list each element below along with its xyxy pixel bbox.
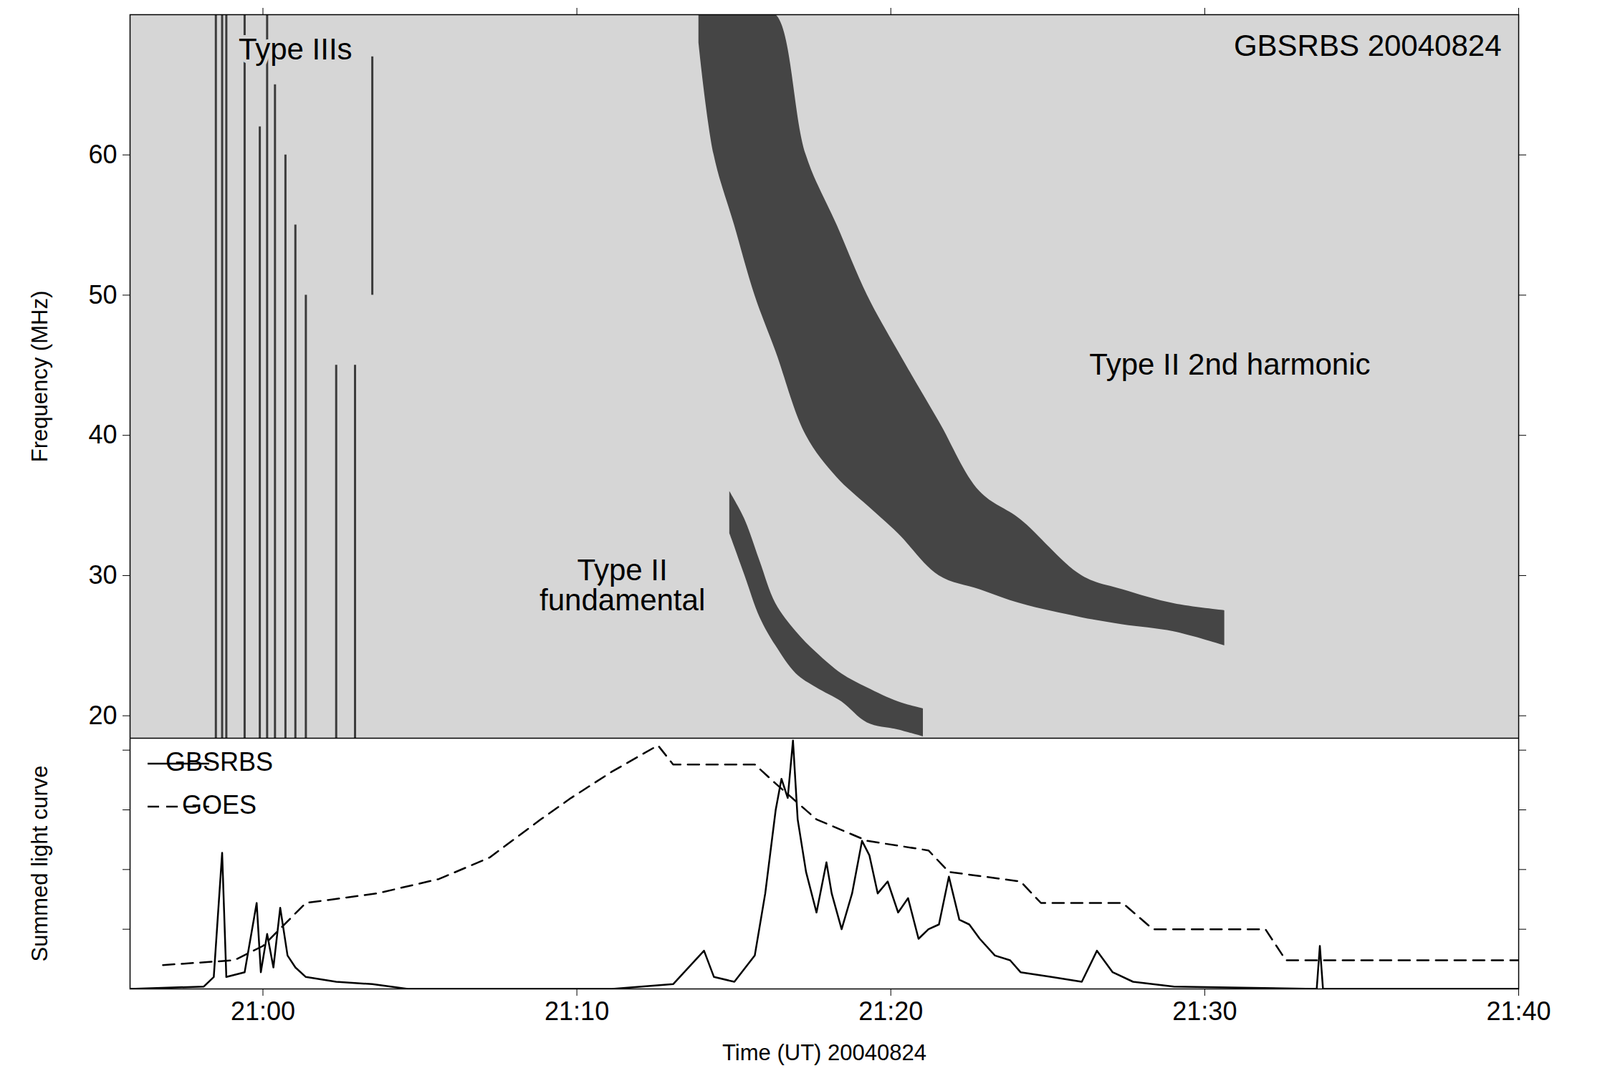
svg-text:21:20: 21:20 xyxy=(858,996,923,1027)
svg-text:Type IIIs: Type IIIs xyxy=(238,32,353,66)
svg-text:60: 60 xyxy=(88,139,117,170)
svg-text:GBSRBS 20040824: GBSRBS 20040824 xyxy=(1233,28,1502,63)
svg-text:21:10: 21:10 xyxy=(544,996,610,1027)
svg-text:21:30: 21:30 xyxy=(1172,996,1237,1027)
svg-text:GBSRBS: GBSRBS xyxy=(165,747,273,777)
svg-text:GOES: GOES xyxy=(181,790,257,820)
svg-text:Summed light curve: Summed light curve xyxy=(27,765,53,963)
svg-text:50: 50 xyxy=(88,279,117,309)
svg-text:21:00: 21:00 xyxy=(230,996,296,1027)
svg-text:Frequency (MHz): Frequency (MHz) xyxy=(27,290,53,463)
svg-text:Type IIfundamental: Type IIfundamental xyxy=(539,553,706,617)
svg-text:20: 20 xyxy=(88,700,117,731)
svg-text:40: 40 xyxy=(88,419,117,450)
svg-text:Time (UT) 20040824: Time (UT) 20040824 xyxy=(722,1040,927,1066)
svg-text:30: 30 xyxy=(88,560,117,590)
svg-text:Type II 2nd harmonic: Type II 2nd harmonic xyxy=(1089,347,1370,382)
svg-text:21:40: 21:40 xyxy=(1486,996,1551,1027)
